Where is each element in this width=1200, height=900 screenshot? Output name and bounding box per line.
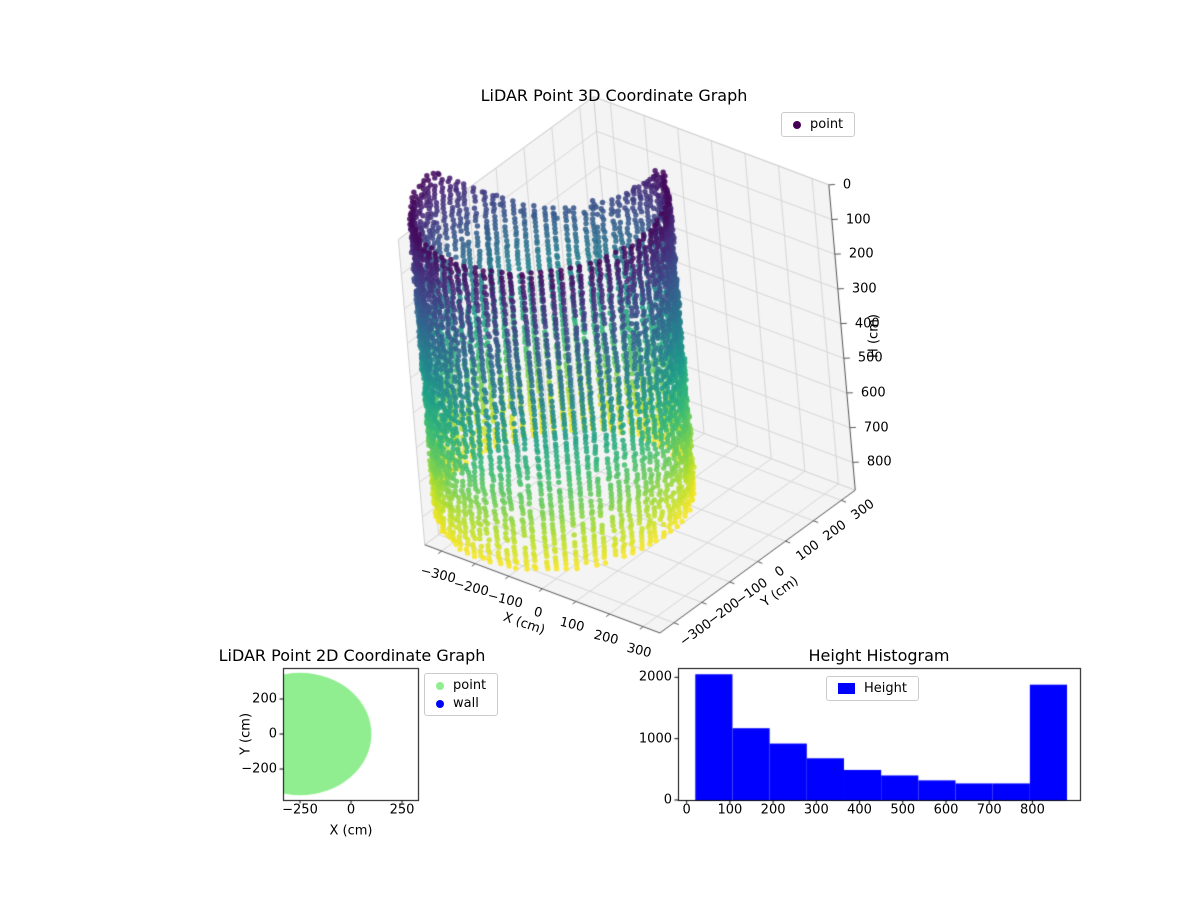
tick-label: 0 xyxy=(268,726,277,742)
tick-label: −200 xyxy=(241,761,277,777)
tick-label: 400 xyxy=(847,802,872,818)
legend-entry-point: point xyxy=(793,117,843,132)
point-legend-label: point xyxy=(453,678,487,693)
tick-label: 600 xyxy=(860,385,886,401)
tick-label: 500 xyxy=(890,802,916,818)
tick-label: 2000 xyxy=(638,669,672,685)
point-legend-marker xyxy=(436,681,444,690)
legend-entry-point: point xyxy=(436,678,486,693)
tick-label: 600 xyxy=(933,802,959,818)
tick-label: 200 xyxy=(760,802,786,818)
tick-label: 700 xyxy=(976,802,1002,818)
tick-label: 1000 xyxy=(638,731,672,747)
height-legend-marker xyxy=(838,683,855,694)
tick-label: 100 xyxy=(845,212,871,227)
plot2d-legend: point wall xyxy=(424,673,499,716)
tick-label: 400 xyxy=(854,316,880,332)
tick-label: −250 xyxy=(282,802,318,818)
tick-label: 300 xyxy=(851,281,877,297)
legend-entry-wall: wall xyxy=(436,696,486,711)
wall-legend-marker xyxy=(436,699,444,708)
tick-label: 300 xyxy=(803,802,829,818)
histogram-title: Height Histogram xyxy=(808,646,950,665)
tick-label: 200 xyxy=(252,691,277,707)
tick-label: 0 xyxy=(663,792,672,808)
tick-label: 200 xyxy=(848,246,874,262)
tick-label: 700 xyxy=(863,420,889,436)
histogram-legend: Height xyxy=(826,676,919,701)
tick-label: 0 xyxy=(346,802,356,818)
point-legend-marker xyxy=(793,120,801,129)
plot2d-xaxis-label: X (cm) xyxy=(329,823,373,839)
tick-label: 800 xyxy=(1020,802,1045,818)
tick-label: 0 xyxy=(842,177,852,193)
plot2d-yaxis-label: Y (cm) xyxy=(238,712,254,756)
legend-entry-height: Height xyxy=(838,681,907,696)
tick-label: 0 xyxy=(682,802,691,818)
tick-label: 100 xyxy=(717,802,743,818)
plot3d-title: LiDAR Point 3D Coordinate Graph xyxy=(480,86,748,105)
tick-label: 500 xyxy=(857,350,883,366)
height-legend-label: Height xyxy=(864,681,907,696)
point-legend-label: point xyxy=(810,117,844,132)
plot2d-title: LiDAR Point 2D Coordinate Graph xyxy=(218,646,486,665)
wall-legend-label: wall xyxy=(453,696,479,711)
tick-label: 800 xyxy=(866,454,892,470)
tick-label: 250 xyxy=(389,802,415,818)
plot3d-legend: point xyxy=(781,112,856,137)
